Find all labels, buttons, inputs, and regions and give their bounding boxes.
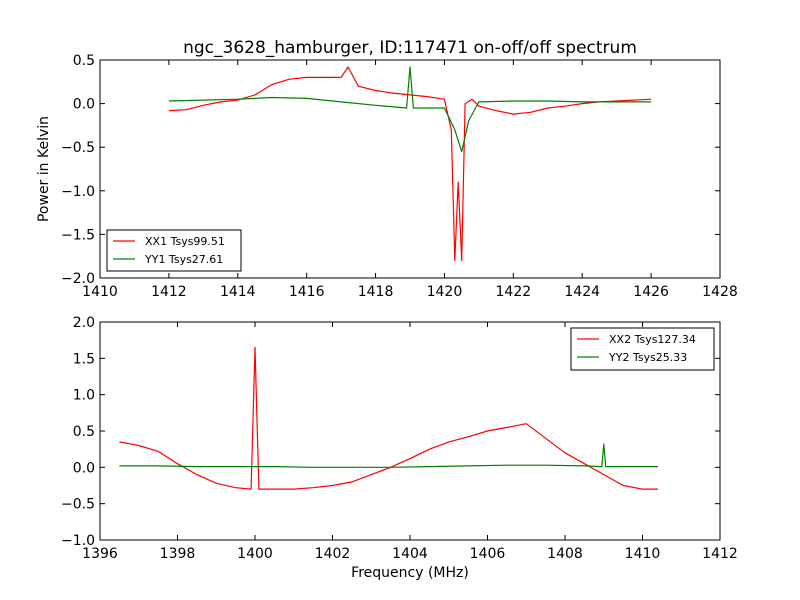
x-tick-label: 1418 bbox=[358, 284, 394, 300]
x-tick-label: 1412 bbox=[151, 284, 187, 300]
x-tick-label: 1414 bbox=[220, 284, 256, 300]
y-tick-label: −1.0 bbox=[61, 533, 95, 549]
y-tick-label: 1.0 bbox=[73, 388, 95, 404]
top-legend-box bbox=[106, 229, 242, 272]
x-tick-label: 1402 bbox=[315, 546, 351, 562]
bottom-legend-label-xx2: XX2 Tsys127.34 bbox=[609, 333, 696, 346]
top-y-axis-label: Power in Kelvin bbox=[36, 116, 52, 222]
x-tick-label: 1404 bbox=[392, 546, 428, 562]
y-tick-label: 2.0 bbox=[73, 315, 95, 331]
bottom-x-axis-label: Frequency (MHz) bbox=[351, 565, 469, 581]
x-tick-label: 1406 bbox=[470, 546, 506, 562]
y-tick-label: −2.0 bbox=[61, 271, 95, 287]
x-tick-label: 1412 bbox=[702, 546, 738, 562]
bottom-legend: XX2 Tsys127.34 YY2 Tsys25.33 bbox=[570, 327, 715, 371]
y-tick-label: −0.5 bbox=[61, 140, 95, 156]
chart-title: ngc_3628_hamburger, ID:117471 on-off/off… bbox=[183, 38, 637, 58]
top-panel: 1410 1412 1414 1416 1418 1420 1422 1424 1426 1428… bbox=[36, 53, 738, 300]
x-tick-label: 1422 bbox=[496, 284, 532, 300]
x-tick-label: 1420 bbox=[427, 284, 463, 300]
y-tick-label: −1.5 bbox=[61, 227, 95, 243]
x-tick-label: 1410 bbox=[82, 284, 118, 300]
y-tick-label: 0.0 bbox=[73, 460, 95, 476]
x-tick-label: 1426 bbox=[633, 284, 669, 300]
top-legend-label-yy1: YY1 Tsys27.61 bbox=[144, 253, 223, 266]
y-tick-label: 0.5 bbox=[73, 424, 95, 440]
y-tick-label: −1.0 bbox=[61, 184, 95, 200]
bottom-legend-label-yy2: YY2 Tsys25.33 bbox=[608, 351, 687, 364]
x-tick-label: 1398 bbox=[160, 546, 196, 562]
bottom-series-line-0 bbox=[119, 346, 658, 490]
top-series-line-0 bbox=[168, 66, 652, 262]
x-tick-label: 1410 bbox=[625, 546, 661, 562]
bottom-panel: 1396 1398 1400 1402 1404 1406 1408 1410 1412 2.0 1… bbox=[61, 315, 738, 581]
x-tick-label: 1408 bbox=[547, 546, 583, 562]
x-tick-label: 1428 bbox=[702, 284, 738, 300]
x-tick-label: 1400 bbox=[237, 546, 273, 562]
x-tick-label: 1424 bbox=[564, 284, 600, 300]
top-series-line-1 bbox=[168, 66, 652, 153]
x-tick-label: 1416 bbox=[289, 284, 325, 300]
y-tick-label: −0.5 bbox=[61, 497, 95, 513]
bottom-series-line-1 bbox=[119, 443, 658, 468]
y-tick-label: 0.0 bbox=[73, 97, 95, 113]
top-legend: XX1 Tsys99.51 YY1 Tsys27.61 bbox=[106, 229, 242, 272]
top-legend-label-xx1: XX1 Tsys99.51 bbox=[145, 235, 225, 248]
x-tick-label: 1396 bbox=[82, 546, 118, 562]
y-tick-label: 0.5 bbox=[73, 53, 95, 69]
top-plot-frame bbox=[99, 59, 721, 279]
y-tick-label: 1.5 bbox=[73, 351, 95, 367]
bottom-legend-box bbox=[570, 327, 715, 371]
